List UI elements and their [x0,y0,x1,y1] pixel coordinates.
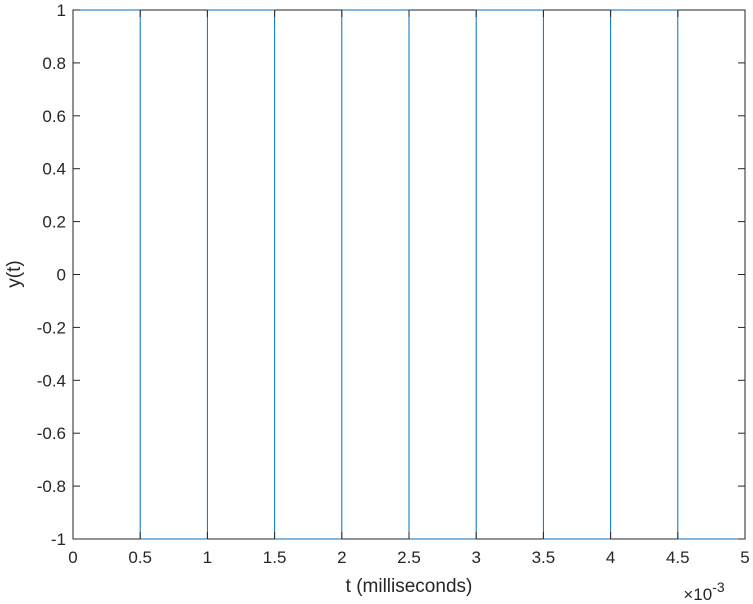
series-layer [73,9,745,540]
y-axis-ticks: -1 -0.8 -0.6 -0.4 -0.2 0 0.2 0.4 0.6 0.8 1 [37,1,745,549]
x-tick-label: 1 [203,548,212,567]
x-tick-label: 3 [471,548,480,567]
x-tick-label: 3.5 [532,548,556,567]
x-exponent-multiplier: ×10-3 [683,579,725,604]
y-tick-label: 0.8 [42,54,66,73]
x-exponent-base: ×10 [683,585,712,604]
y-tick-label: -0.8 [37,477,66,496]
x-tick-label: 2.5 [397,548,421,567]
y-tick-label: 0.4 [42,160,66,179]
series-line-0 [73,9,745,540]
x-tick-label: 4 [606,548,615,567]
y-tick-label: 0.2 [42,213,66,232]
x-axis-ticks: 0 0.5 1 1.5 2 2.5 3 3.5 4 4.5 5 [68,10,750,567]
y-tick-label: 0.6 [42,107,66,126]
y-tick-label: -1 [51,530,66,549]
y-tick-label: 0 [57,266,66,285]
x-tick-label: 1.5 [263,548,287,567]
y-tick-label: 1 [57,1,66,20]
x-tick-label: 5 [740,548,749,567]
x-axis-label: t (milliseconds) [346,576,473,597]
x-tick-label: 2 [337,548,346,567]
x-tick-label: 0 [68,548,77,567]
y-tick-label: -0.4 [37,371,66,390]
x-tick-label: 4.5 [666,548,690,567]
y-tick-label: -0.2 [37,318,66,337]
x-exponent-power: -3 [712,579,725,595]
x-tick-label: 0.5 [128,548,152,567]
y-axis-label: y(t) [4,260,25,287]
y-tick-label: -0.6 [37,424,66,443]
